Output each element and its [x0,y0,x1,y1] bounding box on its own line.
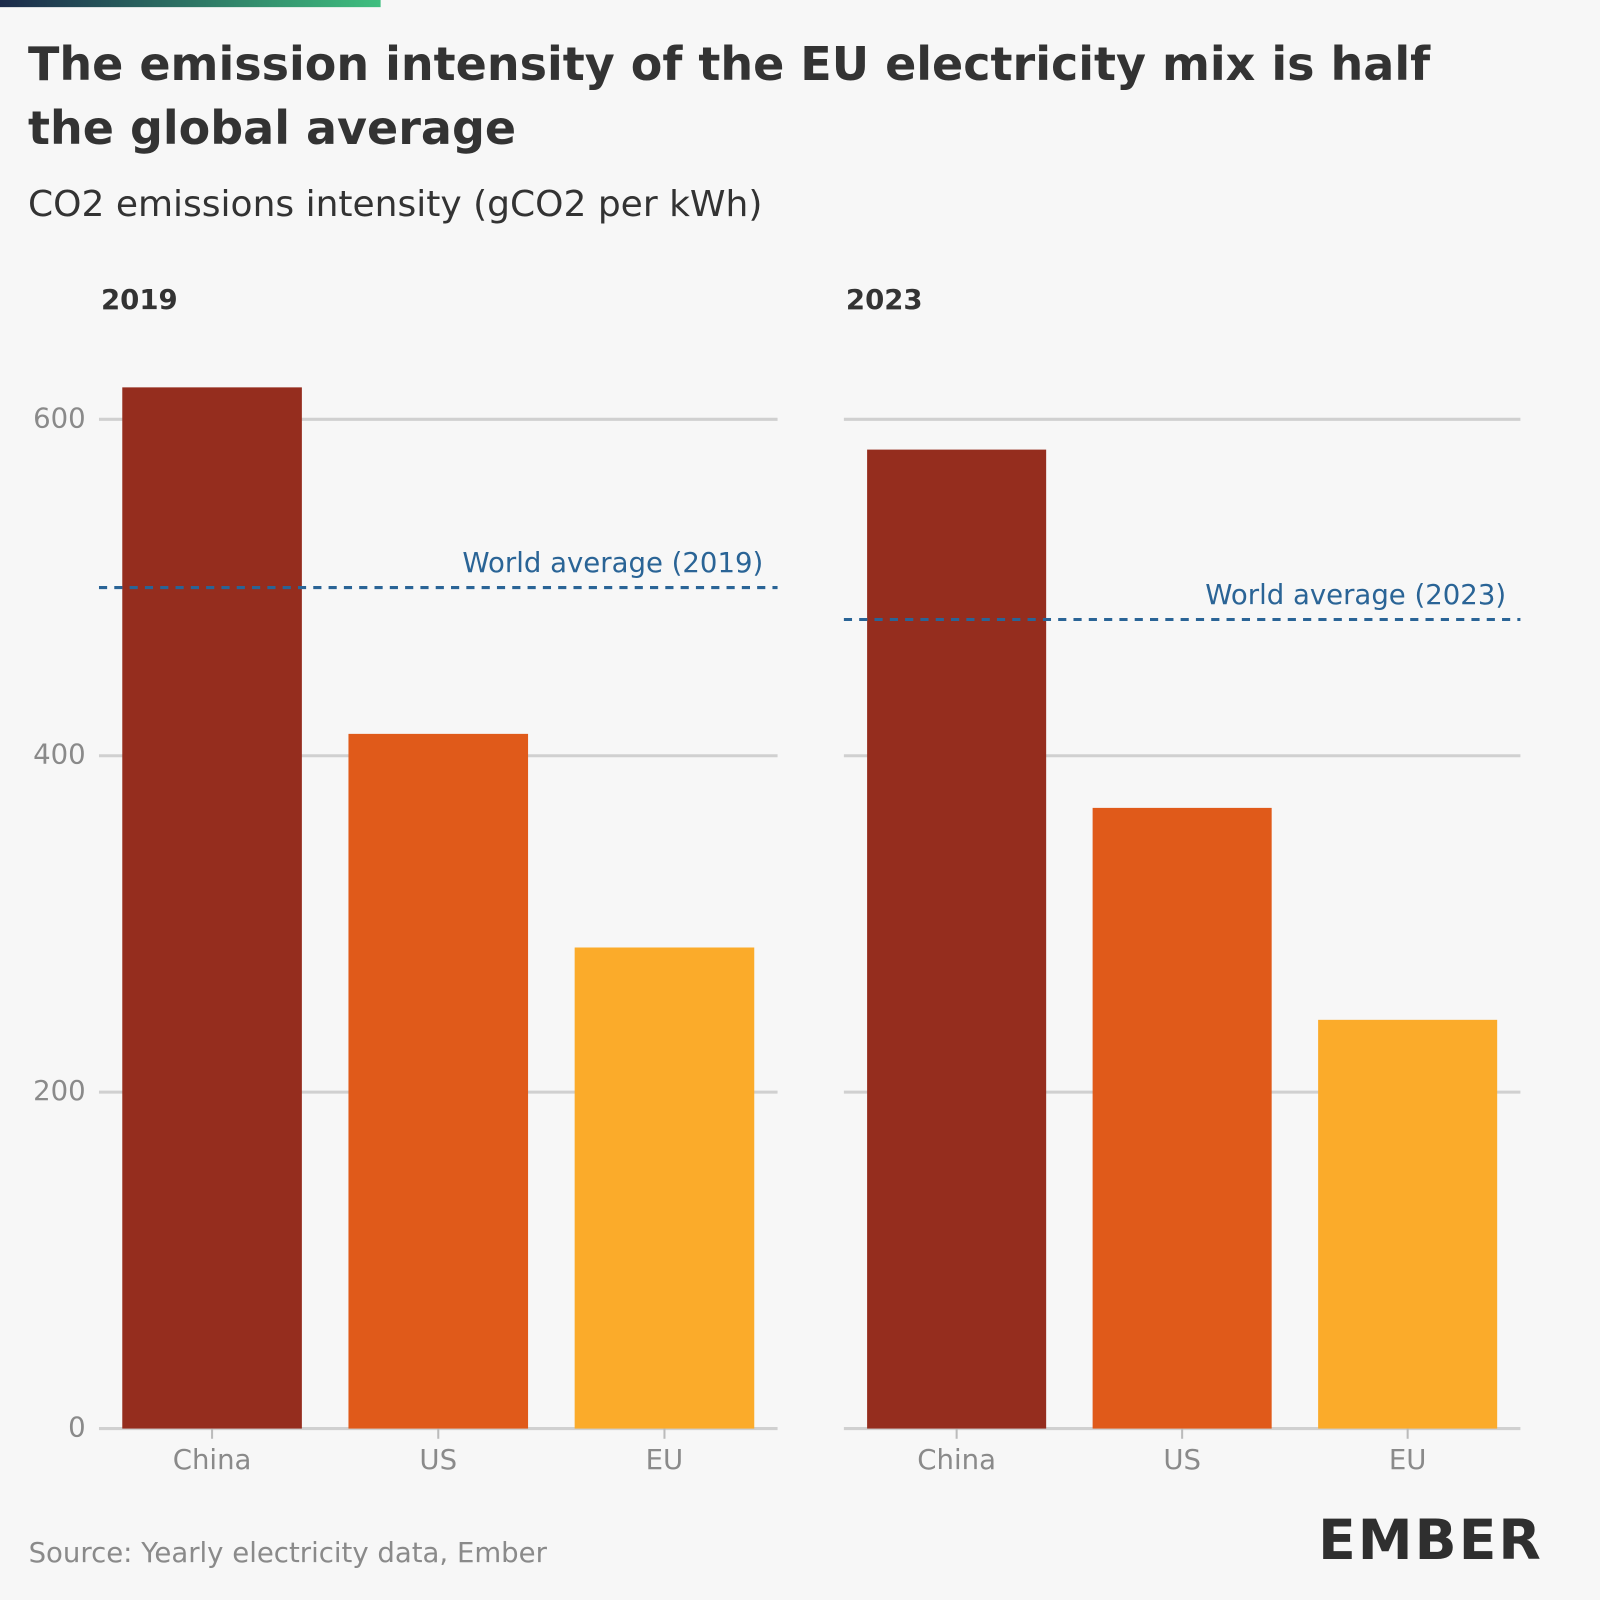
chart-title: The emission intensity of the EU electri… [28,37,1431,155]
x-tick-label: China [917,1444,996,1476]
x-tick-label: EU [646,1444,684,1476]
panel-title: 2023 [846,284,923,316]
reference-label: World average (2023) [1205,579,1506,611]
x-tick-label: US [419,1444,457,1476]
bar [1318,1019,1498,1429]
x-tick-label: US [1163,1444,1201,1476]
bar [1092,807,1272,1429]
y-tick-label: 200 [33,1075,86,1107]
source: Source: Yearly electricity data, Ember [29,1537,548,1569]
y-tick-label: 400 [33,739,86,771]
panel-title: 2019 [101,284,178,316]
reference-label: World average (2019) [462,547,763,579]
top-bar [0,0,381,8]
x-tick-label: China [173,1444,252,1476]
bar [122,387,302,1429]
bar [867,449,1047,1429]
bar [574,947,755,1429]
y-tick-label: 600 [33,402,86,434]
x-tick-label: EU [1389,1444,1427,1476]
bar [348,733,529,1429]
logo: EMBER [1318,1508,1543,1572]
y-tick-label: 0 [68,1412,86,1444]
chart-subtitle: CO2 emissions intensity (gCO2 per kWh) [28,184,763,225]
